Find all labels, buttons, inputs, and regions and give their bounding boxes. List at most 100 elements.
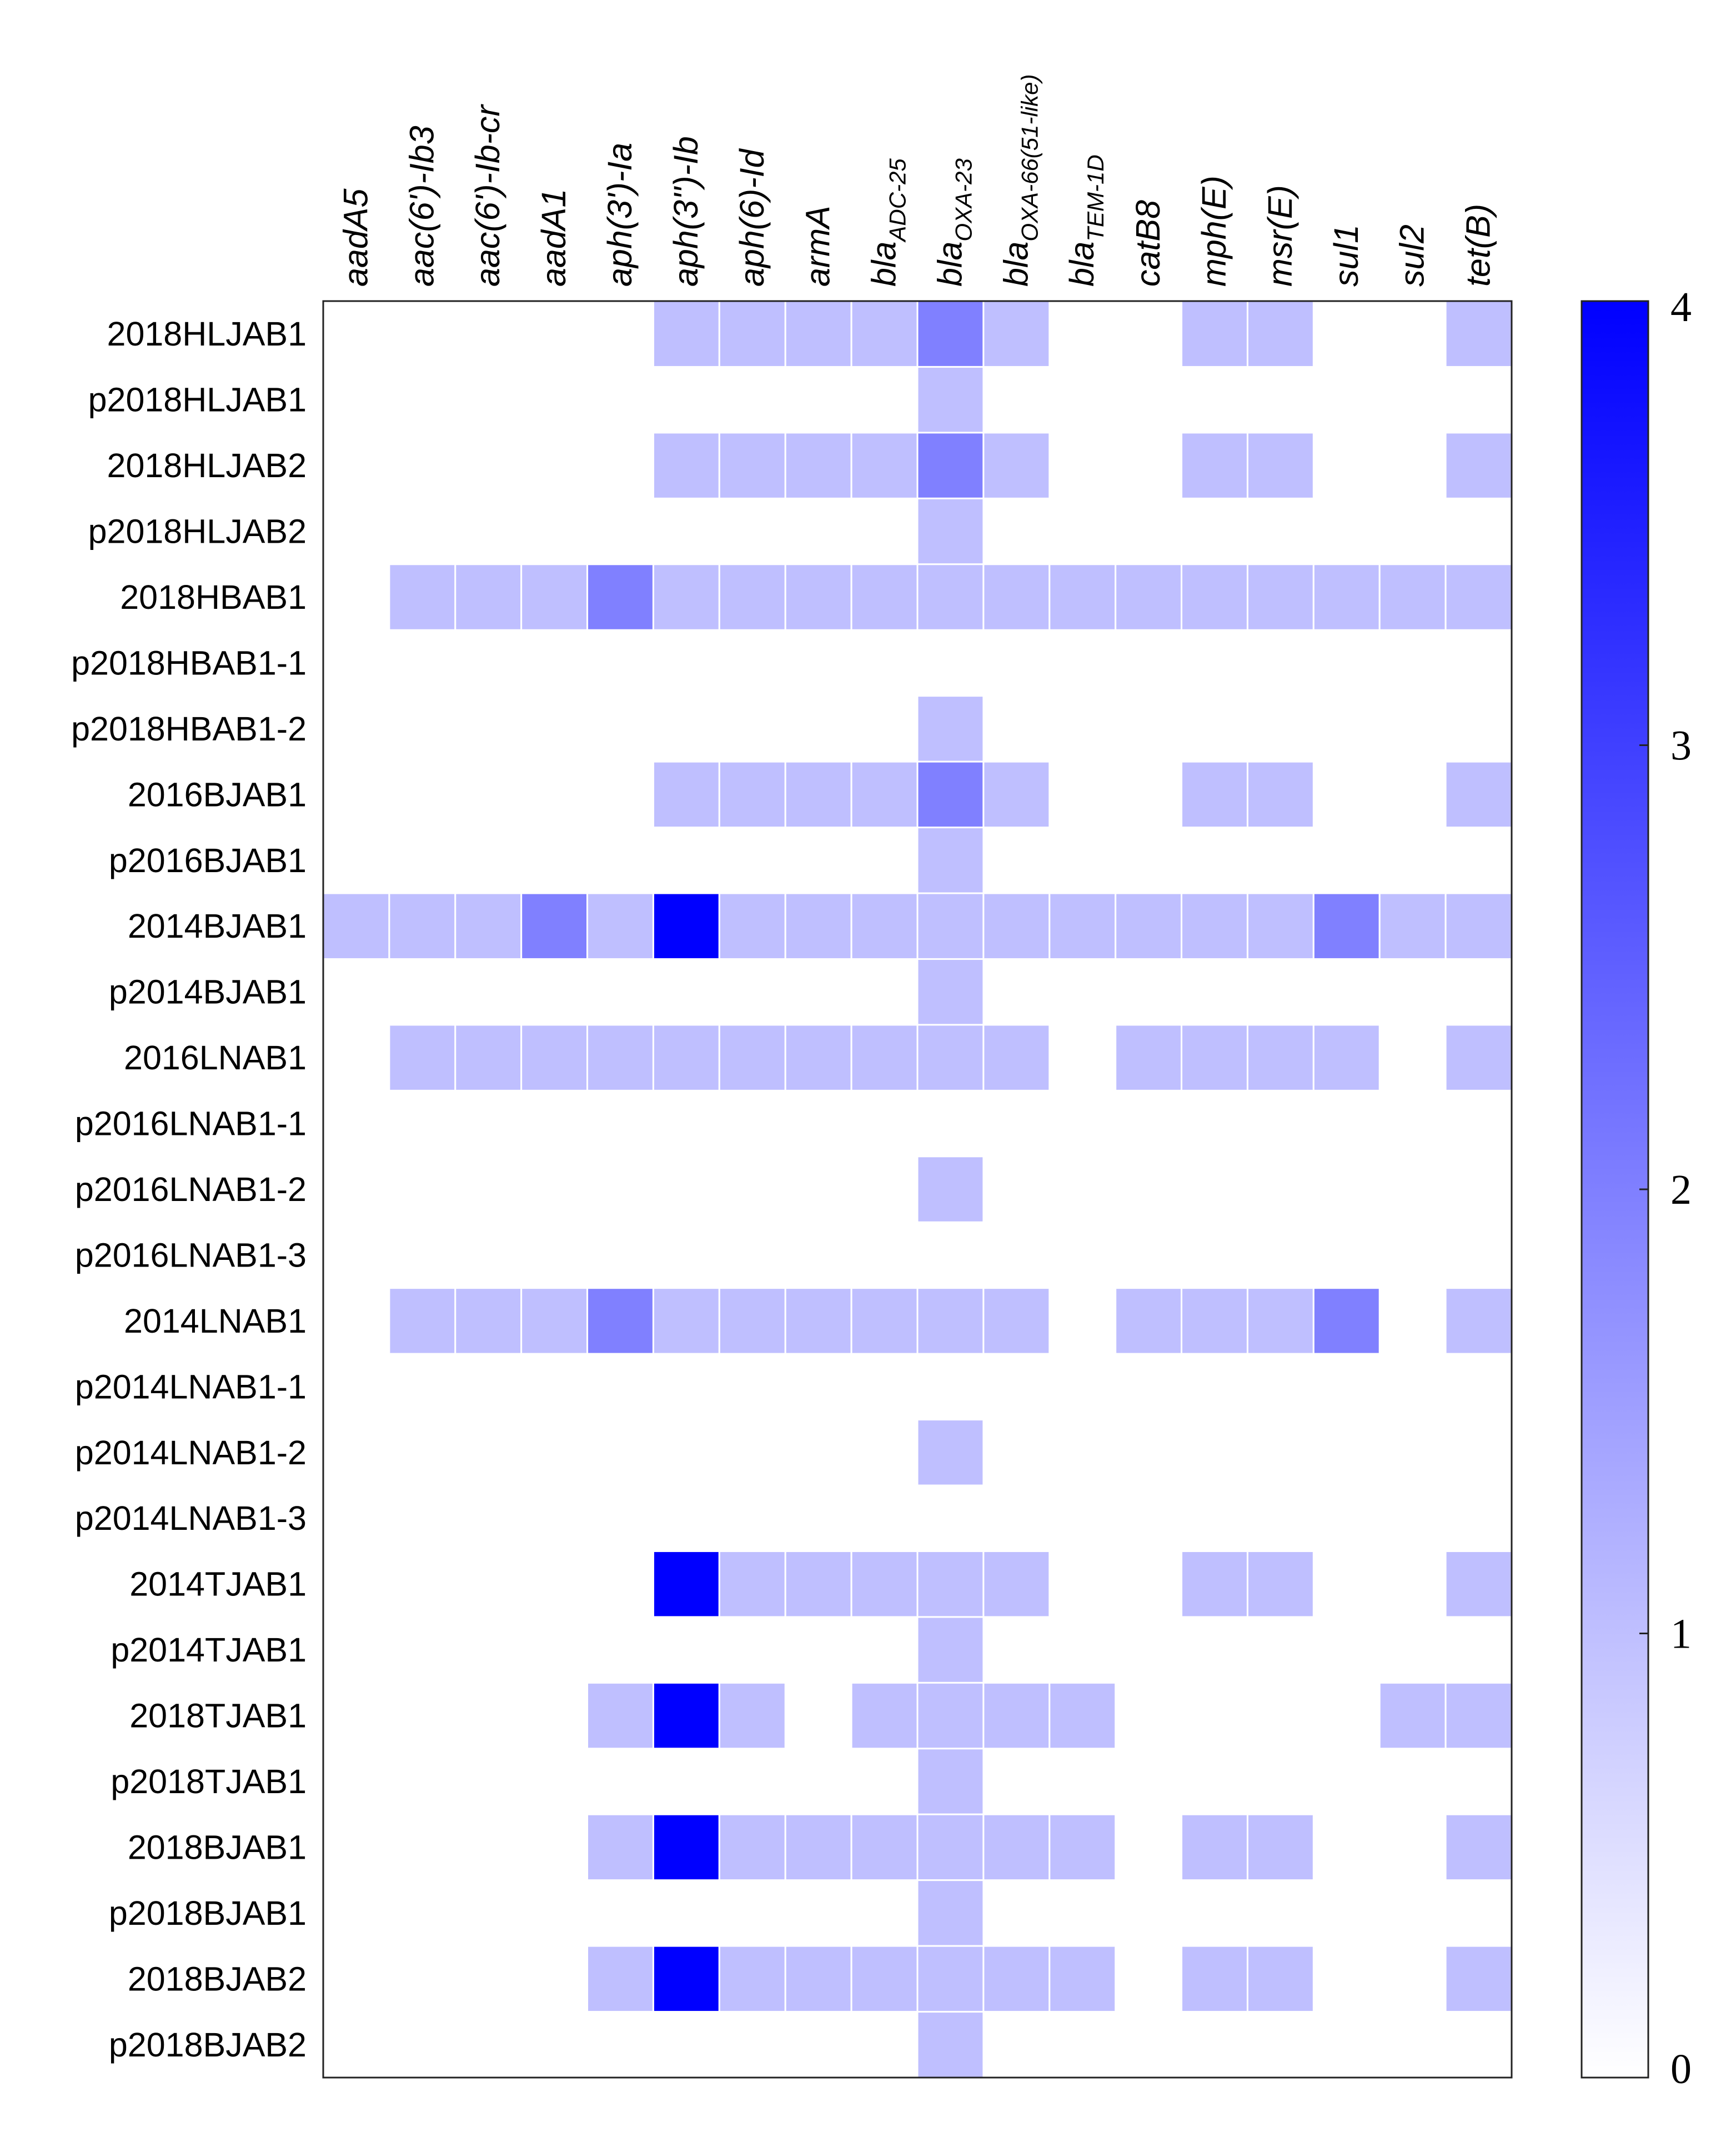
heatmap-cell-p2016bjab1-msr-e	[1247, 827, 1314, 893]
heatmap-cell-p2014lnab1-2-aph-3-ia	[587, 1419, 654, 1485]
heatmap-cell-2014lnab1-bla-oxa-23	[916, 1287, 985, 1355]
heatmap-cell-p2018bjab2-bla-oxa-66-51-like	[983, 2011, 1050, 2078]
heatmap-cell-p2018hljab2-bla-adc-25	[851, 498, 917, 564]
heatmap-cell-p2018bjab1-sul2	[1379, 1880, 1446, 1946]
heatmap-cell-p2014lnab1-2-mph-e	[1181, 1419, 1248, 1485]
heatmap-cell-2018bjab2-arma	[784, 1945, 852, 2013]
heatmap-cell-p2018hbab1-1-bla-tem-1d	[1049, 630, 1116, 696]
row-label-p2018tjab1: p2018TJAB1	[111, 1763, 307, 1800]
heatmap-cell-p2018tjab1-aada5	[323, 1748, 389, 1815]
heatmap-cell-2018hljab1-msr-e	[1246, 300, 1314, 368]
heatmap-cell-p2018bjab1-bla-adc-25	[851, 1880, 917, 1946]
heatmap-cell-p2018tjab1-mph-e	[1181, 1748, 1248, 1815]
row-label-2014bjab1: 2014BJAB1	[128, 907, 307, 945]
heatmap-cell-p2018bjab1-tet-b	[1446, 1880, 1512, 1946]
row-label-p2014lnab1-1: p2014LNAB1-1	[75, 1368, 307, 1405]
heatmap-cell-p2018hljab2-tet-b	[1446, 498, 1512, 564]
heatmap-cell-p2018bjab1-mph-e	[1181, 1880, 1248, 1946]
heatmap-cell-2018hbab1-bla-tem-1d	[1048, 563, 1117, 631]
heatmap-cell-2014bjab1-aph-3-ib	[652, 892, 720, 960]
heatmap-cell-2018tjab1-aada1	[521, 1683, 588, 1749]
heatmap-cell-p2016lnab1-1-bla-oxa-23	[917, 1090, 984, 1157]
heatmap-cells	[322, 300, 1513, 2079]
heatmap-cell-2014bjab1-aada5	[322, 892, 390, 960]
colorbar-tick-label-4: 4	[1670, 284, 1692, 331]
heatmap-cell-2014bjab1-sul1	[1312, 892, 1381, 960]
heatmap-cell-2018hbab1-aph-3-ib	[652, 563, 720, 631]
heatmap-cell-2016bjab1-aph-3-ib	[652, 760, 720, 829]
heatmap-cell-p2016bjab1-aac-6-ib-cr	[455, 827, 521, 893]
heatmap-cell-2016bjab1-aada5	[323, 762, 389, 828]
heatmap-cell-2014tjab1-mph-e	[1181, 1550, 1248, 1618]
heatmap-cell-p2016bjab1-bla-tem-1d	[1049, 827, 1116, 893]
heatmap-cell-2014lnab1-aph-6-id	[718, 1287, 786, 1355]
heatmap-cell-p2018hbab1-1-msr-e	[1247, 630, 1314, 696]
heatmap-cell-p2014lnab1-2-aada1	[521, 1419, 588, 1485]
column-label-mph-e: mph(E)	[1195, 176, 1233, 287]
heatmap-cell-p2018bjab1-aac-6-ib3	[389, 1880, 455, 1946]
heatmap-cell-2018bjab1-bla-oxa-23	[916, 1813, 985, 1881]
heatmap-cell-p2014bjab1-bla-oxa-23	[916, 958, 985, 1026]
heatmap-cell-p2018hljab1-aph-3-ia	[587, 367, 654, 433]
heatmap-cell-p2014bjab1-arma	[785, 959, 852, 1025]
heatmap-cell-p2014lnab1-3-aph-6-id	[719, 1485, 786, 1552]
heatmap-cell-2016lnab1-mph-e	[1181, 1024, 1248, 1092]
heatmap-cell-2014tjab1-msr-e	[1246, 1550, 1314, 1618]
column-label-aph-3-ia: aph(3')-Ia	[601, 143, 639, 287]
heatmap-cell-2018hljab2-bla-oxa-23	[916, 432, 985, 499]
row-label-2018hljab2: 2018HLJAB2	[107, 447, 307, 484]
heatmap-cell-p2018bjab1-aada5	[323, 1880, 389, 1946]
column-label-bla-adc-25: blaADC-25	[865, 158, 911, 287]
heatmap-cell-p2014lnab1-1-bla-adc-25	[851, 1354, 917, 1420]
heatmap-cell-p2018bjab1-bla-oxa-66-51-like	[983, 1880, 1050, 1946]
heatmap-cell-p2016lnab1-1-bla-oxa-66-51-like	[983, 1090, 1050, 1157]
column-label-bla-oxa-66-51-like: blaOXA-66(51-like)	[997, 74, 1042, 287]
heatmap-cell-p2016lnab1-1-catb8	[1115, 1090, 1182, 1157]
heatmap-cell-p2016lnab1-3-aada1	[521, 1222, 588, 1288]
heatmap-cell-p2014tjab1-arma	[785, 1616, 852, 1683]
heatmap-cell-p2014lnab1-2-bla-tem-1d	[1049, 1419, 1116, 1485]
heatmap-cell-p2018hljab2-aph-3-ia	[587, 498, 654, 564]
heatmap-cell-2014lnab1-catb8	[1115, 1287, 1183, 1355]
heatmap-cell-p2014bjab1-sul1	[1313, 959, 1380, 1025]
heatmap-cell-2016lnab1-aada5	[323, 1024, 389, 1091]
heatmap-cell-p2016lnab1-2-aac-6-ib-cr	[455, 1156, 521, 1223]
heatmap-cell-p2016lnab1-1-mph-e	[1181, 1090, 1248, 1157]
row-label-p2018bjab1: p2018BJAB1	[109, 1894, 307, 1932]
heatmap-cell-2018hbab1-catb8	[1115, 563, 1183, 631]
heatmap-cell-2014bjab1-bla-tem-1d	[1048, 892, 1117, 960]
heatmap-cell-p2014tjab1-aac-6-ib-cr	[455, 1616, 521, 1683]
heatmap-cell-p2014lnab1-3-mph-e	[1181, 1485, 1248, 1552]
heatmap-cell-2018hbab1-mph-e	[1181, 563, 1248, 631]
heatmap-cell-p2014lnab1-3-aada1	[521, 1485, 588, 1552]
heatmap-cell-2018hljab1-aada1	[521, 301, 588, 367]
heatmap-cell-p2014lnab1-1-bla-tem-1d	[1049, 1354, 1116, 1420]
heatmap-cell-2016lnab1-arma	[784, 1024, 852, 1092]
heatmap-cell-p2018hbab1-1-catb8	[1115, 630, 1182, 696]
heatmap-cell-2018hljab2-tet-b	[1444, 432, 1513, 499]
row-label-p2018hljab2: p2018HLJAB2	[88, 513, 307, 550]
heatmap-cell-p2018bjab1-bla-tem-1d	[1049, 1880, 1116, 1946]
heatmap-cell-2018tjab1-tet-b	[1444, 1681, 1513, 1750]
heatmap-cell-p2018hljab2-bla-tem-1d	[1049, 498, 1116, 564]
heatmap-cell-p2018hbab1-2-aada1	[521, 695, 588, 762]
heatmap-cell-2014bjab1-msr-e	[1246, 892, 1314, 960]
heatmap-cell-p2014bjab1-sul2	[1379, 959, 1446, 1025]
heatmap-cell-p2018hljab1-aada5	[323, 367, 389, 433]
heatmap-cell-p2014lnab1-2-tet-b	[1446, 1419, 1512, 1485]
heatmap-cell-2018hljab2-mph-e	[1181, 432, 1248, 499]
heatmap-cell-p2018tjab1-aada1	[521, 1748, 588, 1815]
heatmap-cell-p2014bjab1-aada5	[323, 959, 389, 1025]
heatmap-cell-p2018hbab1-1-sul1	[1313, 630, 1380, 696]
heatmap-cell-p2014tjab1-sul2	[1379, 1616, 1446, 1683]
heatmap-cell-2016lnab1-sul2	[1379, 1024, 1446, 1091]
heatmap-cell-2018hbab1-bla-oxa-66-51-like	[982, 563, 1051, 631]
heatmap-cell-2018tjab1-aac-6-ib3	[389, 1683, 455, 1749]
heatmap-cell-p2018bjab2-aac-6-ib3	[389, 2011, 455, 2078]
heatmap-cell-2014tjab1-bla-oxa-23	[916, 1550, 985, 1618]
heatmap-cell-p2014tjab1-bla-adc-25	[851, 1616, 917, 1683]
heatmap-cell-p2018hbab1-1-sul2	[1379, 630, 1446, 696]
heatmap-cell-p2018hbab1-1-tet-b	[1446, 630, 1512, 696]
heatmap-cell-p2018hbab1-2-aph-6-id	[719, 695, 786, 762]
heatmap-cell-2018hljab1-aph-3-ib	[652, 300, 720, 368]
